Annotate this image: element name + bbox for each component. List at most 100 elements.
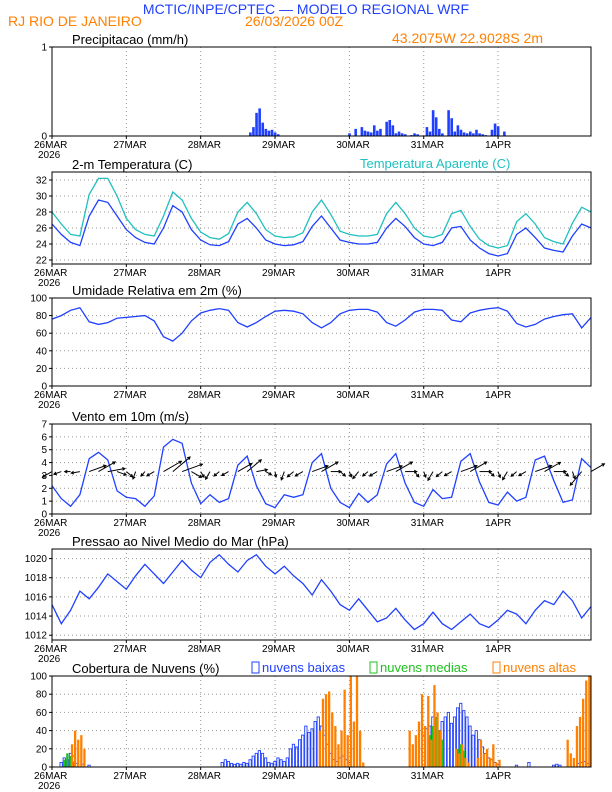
cloud-bar-high xyxy=(439,730,442,767)
panel-5: 1012 1014 1016 1018 1020 26MAR 27MAR 28MAR 29MAR… xyxy=(25,534,592,665)
precip-bar xyxy=(270,129,274,136)
cloud-bar-high xyxy=(411,744,414,767)
y-tick-label: 4 xyxy=(41,458,47,469)
precip-bar xyxy=(453,131,457,136)
wind-arrow-head xyxy=(502,476,506,481)
cloud-bar-high xyxy=(417,721,421,767)
x-tick-label: 31MAR xyxy=(411,268,444,279)
wind-arrow xyxy=(172,456,191,472)
wind-arrow-head xyxy=(348,473,353,478)
precip-bar xyxy=(388,119,392,136)
wind-arrow-head xyxy=(409,461,414,465)
wind-arrow-head xyxy=(443,472,448,477)
wind-arrow-head xyxy=(102,464,107,469)
precip-bar xyxy=(456,125,460,136)
wind-arrow xyxy=(321,461,339,473)
y-tick-label: 80 xyxy=(36,311,48,322)
wind-arrow xyxy=(427,471,434,481)
cloud-bar-high xyxy=(566,739,569,767)
panel-4: 0 1 2 3 4 5 67 26MAR 27MAR 28MAR 29MAR 30MAR 31MAR 1A… xyxy=(34,409,606,539)
x-tick-label: 30MAR xyxy=(336,390,369,401)
cloud-bar-low xyxy=(251,755,255,768)
y-tick-label: 1016 xyxy=(25,592,48,603)
precip-bar xyxy=(400,133,404,136)
y-tick-label: 80 xyxy=(36,690,48,701)
x-tick-label: 26MAR xyxy=(34,268,67,279)
wind-arrow-head xyxy=(572,475,576,480)
wind-arrow-head xyxy=(352,475,356,480)
wind-arrow xyxy=(42,471,53,478)
wind-arrow xyxy=(414,471,420,478)
wind-arrow xyxy=(386,465,403,473)
cloud-bar-low xyxy=(220,762,224,768)
cloud-bar-high xyxy=(479,739,483,767)
wind-arrow-head xyxy=(361,473,366,477)
cloud-bar-high xyxy=(489,757,492,767)
cloud-bar-high xyxy=(340,730,343,767)
cloud-bar-low xyxy=(270,762,274,768)
precip-bar xyxy=(385,121,388,136)
wind-arrow xyxy=(362,471,369,477)
precip-bar xyxy=(379,128,382,136)
wind-arrow-head xyxy=(220,472,225,477)
cloud-bar-high xyxy=(408,730,411,767)
cloud-bar-high xyxy=(569,753,572,767)
cloud-bar-high xyxy=(352,721,356,767)
panel-title: Umidade Relativa em 2m (%) xyxy=(72,283,242,298)
x-tick-label: 27MAR xyxy=(113,518,146,529)
wind-arrow-head xyxy=(280,476,284,481)
wind-arrow xyxy=(280,471,285,481)
cloud-bar-low xyxy=(301,734,305,768)
cloud-bar-high xyxy=(334,726,337,767)
precip-bar xyxy=(354,128,357,136)
y-tick-label: 1 xyxy=(41,43,47,54)
cloud-bar-low xyxy=(313,721,317,768)
panel-title: 2-m Temperatura (C) xyxy=(72,157,192,172)
plot-frame xyxy=(51,171,592,265)
precip-bar xyxy=(465,133,469,136)
cloud-bar-high xyxy=(461,744,464,767)
cloud-bar-low xyxy=(443,716,447,768)
wind-arrow xyxy=(98,461,116,473)
cloud-bar-high xyxy=(362,762,365,767)
cloud-bar-low xyxy=(59,762,63,768)
cloud-bar-high xyxy=(318,730,322,767)
wind-arrow xyxy=(132,471,137,480)
cloud-bar-high xyxy=(358,730,362,767)
precip-bar xyxy=(434,117,438,136)
cloud-bar-high xyxy=(575,726,579,767)
x-tick-label: 26MAR xyxy=(34,518,67,529)
wind-arrow-head xyxy=(52,471,57,476)
x-year-label: 2026 xyxy=(38,278,61,289)
precip-bar xyxy=(267,130,271,136)
wind-arrow xyxy=(89,465,107,473)
x-tick-label: 28MAR xyxy=(188,268,221,279)
wind-arrow-head xyxy=(338,469,343,474)
x-tick-label: 28MAR xyxy=(188,644,221,655)
cloud-bar-low xyxy=(248,759,252,768)
wind-arrow xyxy=(126,471,133,478)
cloud-bar-high xyxy=(578,716,582,767)
series-line-2 xyxy=(51,177,592,249)
wind-arrow xyxy=(146,471,155,477)
cloud-bar-high xyxy=(458,753,461,767)
legend-swatch xyxy=(492,661,501,674)
cloud-bar-high xyxy=(464,757,467,767)
x-tick-label: 30MAR xyxy=(336,644,369,655)
wind-arrow-head xyxy=(70,470,75,475)
precip-bar xyxy=(475,129,478,136)
cloud-bar-mid xyxy=(66,753,69,767)
y-tick-label: 1018 xyxy=(25,573,48,584)
wind-arrow-head xyxy=(483,461,488,465)
precip-bar xyxy=(450,118,454,136)
wind-arrow-head xyxy=(201,474,205,479)
y-tick-label: 40 xyxy=(36,346,48,357)
cloud-bar-low xyxy=(291,743,296,768)
cloud-bar-high xyxy=(485,748,489,767)
panel-title: Cobertura de Nuvens (%) xyxy=(72,661,219,676)
plot-frame xyxy=(51,675,592,768)
header-title: MCTIC/INPE/CPTEC — MODELO REGIONAL WRF xyxy=(143,1,469,17)
x-tick-label: 30MAR xyxy=(336,518,369,529)
precip-bar xyxy=(459,129,463,136)
